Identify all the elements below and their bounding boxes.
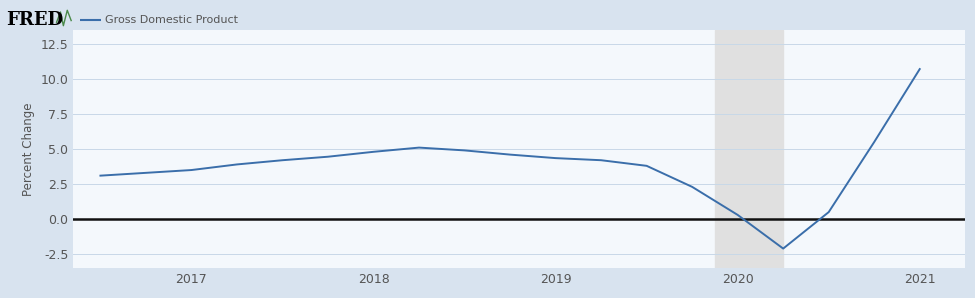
Y-axis label: Percent Change: Percent Change: [21, 102, 35, 196]
Bar: [715, 30, 783, 268]
Text: FRED: FRED: [6, 11, 63, 29]
Text: Gross Domestic Product: Gross Domestic Product: [105, 15, 238, 25]
